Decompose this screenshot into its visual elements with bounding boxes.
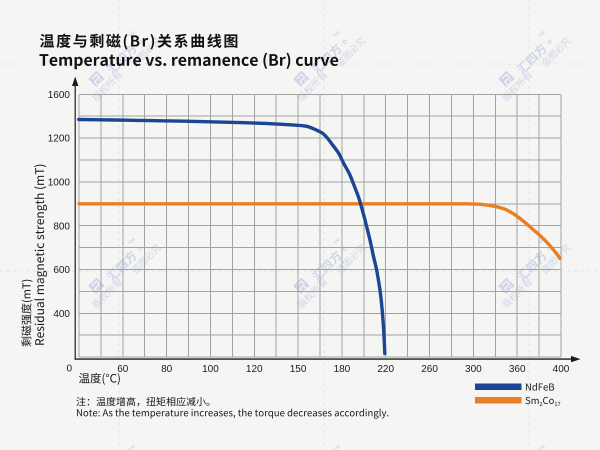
svg-text:220: 220: [377, 364, 394, 375]
svg-text:400: 400: [553, 364, 570, 375]
svg-text:1600: 1600: [48, 90, 71, 101]
svg-text:1200: 1200: [48, 134, 71, 145]
svg-text:800: 800: [53, 221, 70, 232]
svg-text:260: 260: [421, 364, 438, 375]
svg-text:0: 0: [66, 364, 72, 375]
svg-text:360: 360: [509, 364, 526, 375]
svg-text:1000: 1000: [48, 178, 71, 189]
svg-text:100: 100: [202, 364, 219, 375]
svg-text:150: 150: [290, 364, 307, 375]
svg-text:400: 400: [53, 309, 70, 320]
svg-text:180: 180: [334, 364, 351, 375]
svg-text:300: 300: [465, 364, 482, 375]
svg-text:60: 60: [117, 364, 129, 375]
svg-text:80: 80: [161, 364, 173, 375]
svg-text:600: 600: [53, 265, 70, 276]
svg-text:120: 120: [246, 364, 263, 375]
